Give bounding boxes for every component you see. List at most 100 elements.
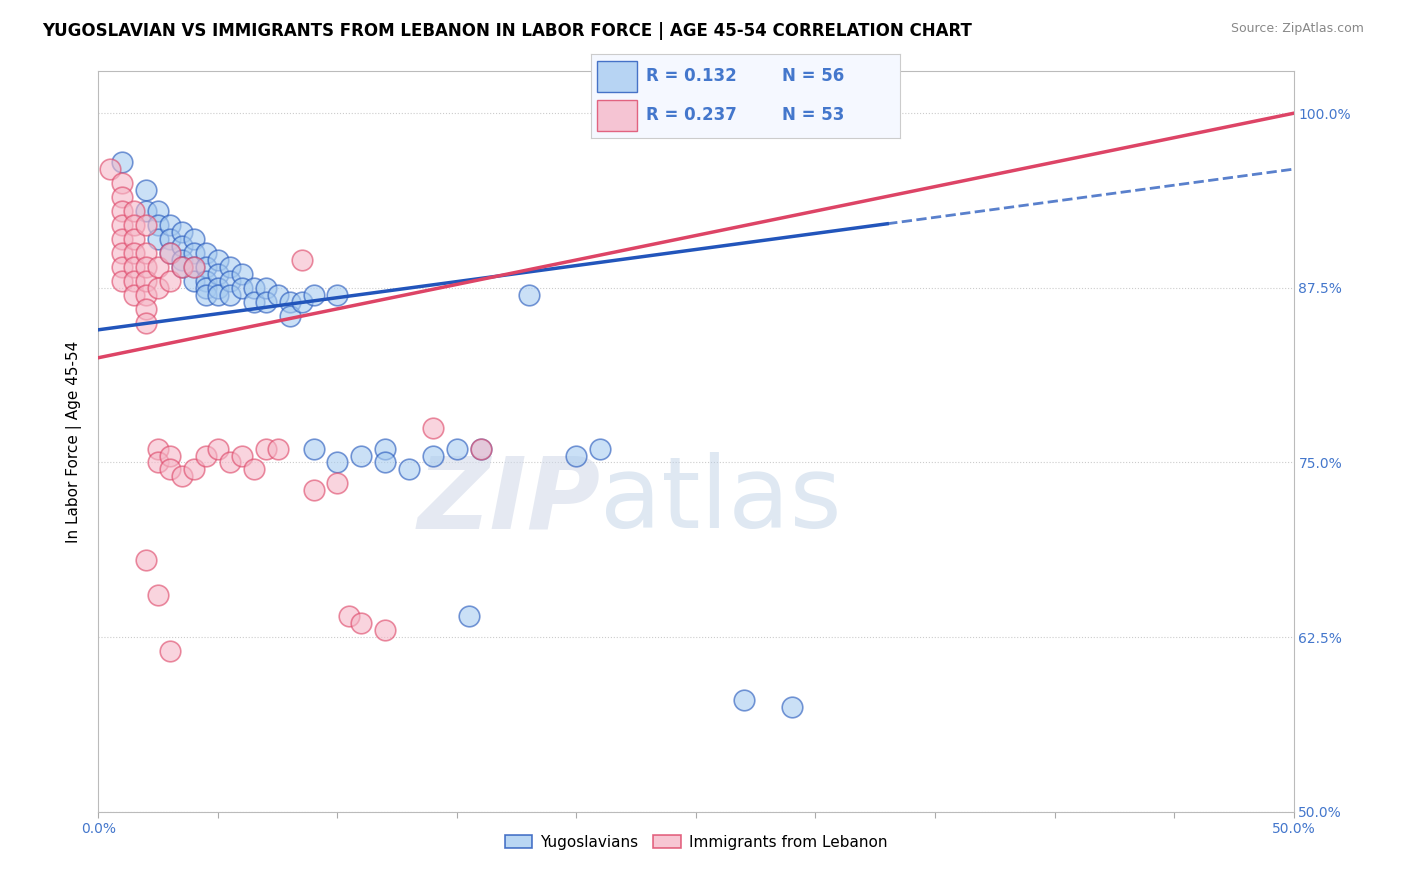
Point: [231, 281, 253, 295]
Point: [98, 162, 122, 177]
Point: [207, 281, 229, 295]
Point: [207, 252, 229, 267]
Point: [172, 239, 194, 253]
Point: [135, 183, 157, 197]
Point: [111, 176, 134, 190]
Point: [470, 442, 492, 456]
Point: [124, 246, 146, 260]
Point: [135, 301, 157, 316]
Point: [148, 232, 170, 246]
Text: N = 56: N = 56: [782, 68, 845, 86]
Point: [195, 288, 218, 302]
Point: [172, 260, 194, 274]
Point: [207, 267, 229, 281]
Point: [159, 246, 181, 260]
Point: [135, 553, 157, 567]
Legend: Yugoslavians, Immigrants from Lebanon: Yugoslavians, Immigrants from Lebanon: [499, 829, 893, 856]
Point: [111, 218, 134, 232]
Point: [195, 274, 218, 288]
Point: [219, 455, 242, 469]
Point: [148, 281, 170, 295]
Point: [231, 267, 253, 281]
Point: [254, 442, 277, 456]
Point: [135, 288, 157, 302]
Point: [302, 288, 325, 302]
Point: [124, 288, 146, 302]
Text: N = 53: N = 53: [782, 106, 845, 124]
Point: [267, 288, 290, 302]
Point: [124, 274, 146, 288]
Point: [172, 252, 194, 267]
Point: [243, 281, 266, 295]
Point: [183, 232, 205, 246]
Point: [135, 246, 157, 260]
Point: [135, 316, 157, 330]
Text: R = 0.237: R = 0.237: [647, 106, 737, 124]
Point: [267, 442, 290, 456]
Text: R = 0.132: R = 0.132: [647, 68, 737, 86]
Point: [207, 288, 229, 302]
Point: [278, 309, 301, 323]
Point: [517, 288, 540, 302]
Point: [183, 246, 205, 260]
Point: [243, 294, 266, 309]
Bar: [596, 100, 637, 130]
Point: [207, 442, 229, 456]
Point: [195, 246, 218, 260]
Point: [195, 449, 218, 463]
Point: [254, 281, 277, 295]
Point: [350, 616, 373, 631]
Point: [124, 260, 146, 274]
Point: [148, 218, 170, 232]
Point: [183, 260, 205, 274]
Point: [278, 294, 301, 309]
Text: atlas: atlas: [600, 452, 842, 549]
Point: [124, 232, 146, 246]
Point: [172, 225, 194, 239]
Point: [291, 252, 314, 267]
Point: [172, 260, 194, 274]
Point: [326, 476, 349, 491]
Point: [458, 609, 481, 624]
Point: [111, 204, 134, 219]
Point: [565, 449, 588, 463]
Point: [589, 442, 612, 456]
Point: [780, 700, 803, 714]
Point: [339, 609, 361, 624]
Point: [111, 190, 134, 204]
Point: [148, 455, 170, 469]
Text: YUGOSLAVIAN VS IMMIGRANTS FROM LEBANON IN LABOR FORCE | AGE 45-54 CORRELATION CH: YUGOSLAVIAN VS IMMIGRANTS FROM LEBANON I…: [42, 22, 972, 40]
Point: [148, 260, 170, 274]
Point: [111, 274, 134, 288]
Bar: [596, 62, 637, 92]
Point: [111, 260, 134, 274]
Point: [135, 260, 157, 274]
Point: [135, 274, 157, 288]
Point: [733, 693, 755, 707]
Point: [422, 420, 444, 434]
Point: [219, 260, 242, 274]
Point: [159, 462, 181, 476]
Point: [159, 274, 181, 288]
Point: [326, 288, 349, 302]
Point: [111, 246, 134, 260]
Point: [195, 281, 218, 295]
Point: [183, 462, 205, 476]
Point: [219, 274, 242, 288]
Point: [470, 442, 492, 456]
Point: [350, 449, 373, 463]
Point: [183, 274, 205, 288]
Point: [172, 469, 194, 483]
Point: [159, 232, 181, 246]
Point: [124, 218, 146, 232]
Point: [243, 462, 266, 476]
Point: [135, 204, 157, 219]
Y-axis label: In Labor Force | Age 45-54: In Labor Force | Age 45-54: [66, 341, 83, 542]
Point: [111, 232, 134, 246]
Point: [326, 455, 349, 469]
Point: [398, 462, 420, 476]
Text: ZIP: ZIP: [418, 452, 600, 549]
Point: [148, 442, 170, 456]
Point: [374, 442, 396, 456]
Point: [422, 449, 444, 463]
